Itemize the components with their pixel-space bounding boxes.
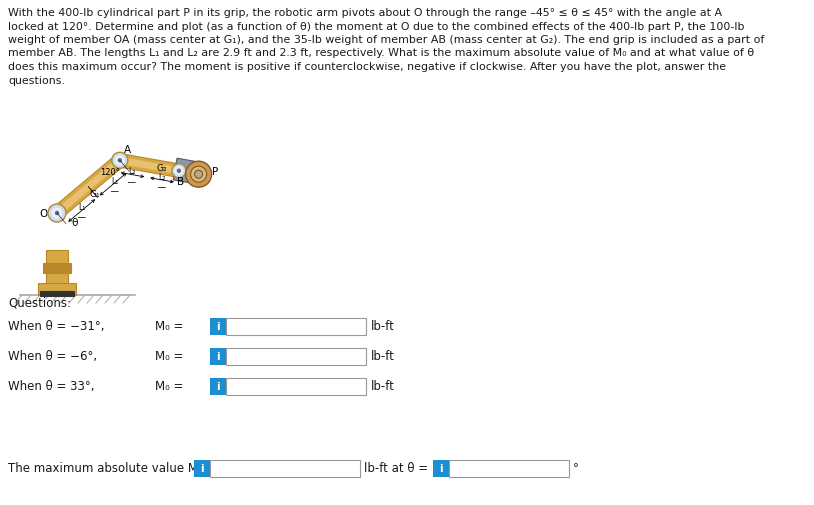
Text: lb-ft: lb-ft — [371, 320, 395, 333]
FancyBboxPatch shape — [210, 378, 226, 395]
FancyBboxPatch shape — [210, 318, 226, 335]
Bar — [173, 158, 195, 183]
Text: L₁
―: L₁ ― — [77, 203, 85, 222]
FancyBboxPatch shape — [210, 348, 226, 365]
Text: When θ = 33°,: When θ = 33°, — [8, 380, 94, 393]
Circle shape — [55, 212, 59, 215]
Circle shape — [195, 170, 203, 178]
Text: θ: θ — [72, 218, 78, 228]
FancyBboxPatch shape — [449, 460, 570, 477]
Text: A: A — [125, 145, 131, 156]
Text: lb-ft at θ =: lb-ft at θ = — [365, 462, 432, 475]
Text: does this maximum occur? The moment is positive if counterclockwise, negative if: does this maximum occur? The moment is p… — [8, 62, 726, 72]
Circle shape — [175, 167, 183, 175]
Bar — [38, 283, 76, 295]
Text: °: ° — [572, 462, 578, 475]
Text: L₂
―: L₂ ― — [129, 167, 136, 187]
Circle shape — [172, 164, 186, 178]
Text: i: i — [217, 322, 220, 331]
Text: L₂
―: L₂ ― — [158, 173, 165, 192]
FancyBboxPatch shape — [433, 460, 449, 477]
Bar — [46, 250, 68, 295]
Circle shape — [186, 161, 212, 187]
Text: locked at 120°. Determine and plot (as a function of θ) the moment at O due to t: locked at 120°. Determine and plot (as a… — [8, 22, 745, 31]
Text: P: P — [212, 167, 219, 177]
Text: i: i — [440, 464, 443, 474]
FancyBboxPatch shape — [209, 460, 360, 477]
Text: i: i — [217, 351, 220, 362]
Text: G₂: G₂ — [156, 164, 167, 173]
Circle shape — [118, 159, 121, 162]
Text: When θ = −31°,: When θ = −31°, — [8, 320, 104, 333]
Text: G₁: G₁ — [89, 190, 100, 199]
Text: B: B — [177, 177, 185, 187]
Bar — [43, 263, 71, 273]
Text: When θ = −6°,: When θ = −6°, — [8, 350, 97, 363]
Text: i: i — [217, 381, 220, 391]
Text: lb-ft: lb-ft — [371, 380, 395, 393]
Text: questions.: questions. — [8, 76, 65, 85]
FancyBboxPatch shape — [194, 460, 209, 477]
FancyBboxPatch shape — [226, 318, 366, 335]
Text: 120°: 120° — [100, 168, 120, 177]
Text: lb-ft: lb-ft — [371, 350, 395, 363]
Text: M₀ =: M₀ = — [155, 350, 187, 363]
Circle shape — [50, 206, 64, 221]
Text: member AB. The lengths L₁ and L₂ are 2.9 ft and 2.3 ft, respectively. What is th: member AB. The lengths L₁ and L₂ are 2.9… — [8, 48, 754, 59]
Circle shape — [48, 204, 66, 222]
Text: With the 400-lb cylindrical part P in its grip, the robotic arm pivots about O t: With the 400-lb cylindrical part P in it… — [8, 8, 722, 18]
Text: M₀ =: M₀ = — [155, 320, 187, 333]
Circle shape — [173, 165, 185, 176]
Circle shape — [190, 166, 207, 182]
Circle shape — [116, 156, 125, 165]
Text: M₀ =: M₀ = — [155, 380, 187, 393]
Circle shape — [112, 153, 128, 168]
Text: L₁
―: L₁ ― — [111, 177, 119, 196]
Circle shape — [177, 169, 181, 172]
Circle shape — [113, 154, 126, 167]
Text: Questions:: Questions: — [8, 297, 71, 310]
Text: O: O — [40, 209, 48, 219]
Bar — [40, 291, 74, 296]
Circle shape — [52, 208, 62, 218]
FancyBboxPatch shape — [226, 378, 366, 395]
Text: The maximum absolute value M₀max =: The maximum absolute value M₀max = — [8, 462, 246, 475]
Text: i: i — [199, 464, 204, 474]
FancyBboxPatch shape — [226, 348, 366, 365]
Text: weight of member OA (mass center at G₁), and the 35-lb weight of member AB (mass: weight of member OA (mass center at G₁),… — [8, 35, 764, 45]
